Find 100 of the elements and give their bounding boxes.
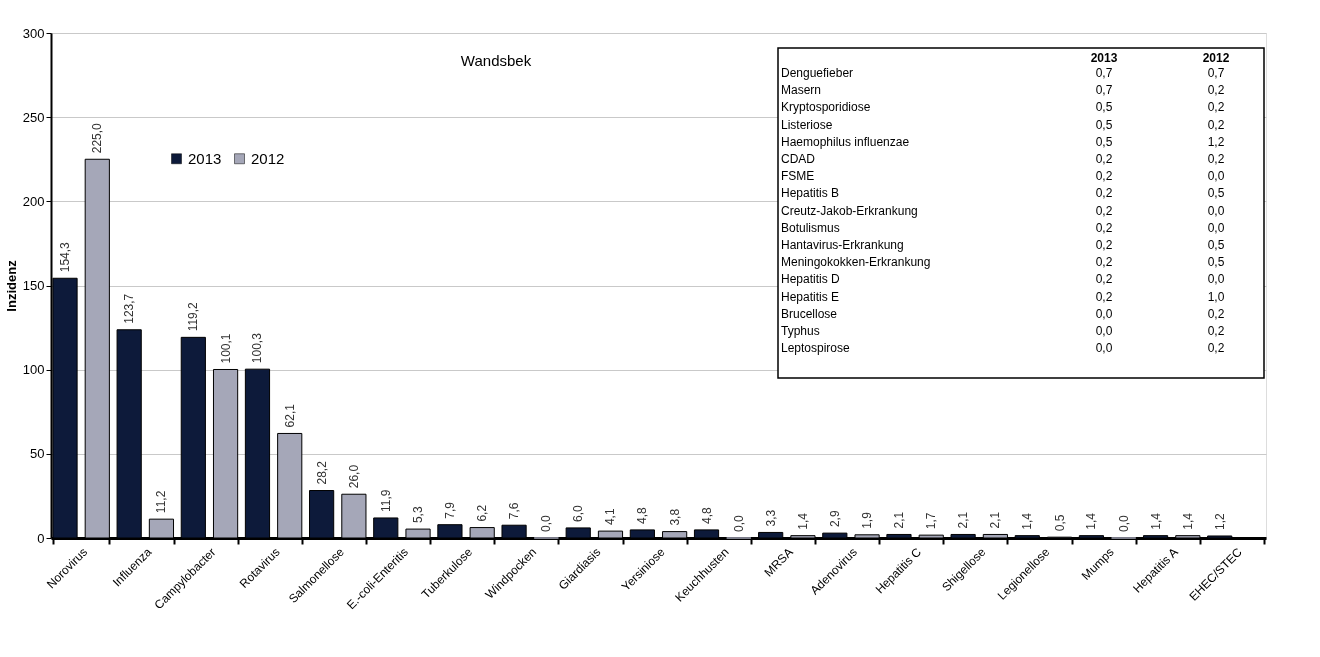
category-label: Creutz-Jakob-Erkrankung <box>781 203 918 218</box>
data-label: 2,1 <box>988 511 1003 529</box>
category-label: Leptospirose <box>781 341 851 356</box>
data-label: 0,2 <box>1207 100 1225 115</box>
data-label: 0,0 <box>539 514 554 532</box>
category-label: Hepatitis E <box>781 289 840 304</box>
data-label: 0,2 <box>1095 238 1113 252</box>
y-tick-label: 300 <box>22 25 45 41</box>
category-label: CDAD <box>781 152 816 166</box>
y-tick-label: 250 <box>22 109 45 125</box>
data-label: 0,0 <box>1095 306 1113 321</box>
legend-label: 2013 <box>188 149 222 167</box>
data-label: 0,2 <box>1207 341 1225 356</box>
data-label: 100,3 <box>250 332 265 364</box>
category-label: Brucellose <box>781 306 838 321</box>
category-label: Meningokokken-Erkrankung <box>781 255 931 270</box>
data-label: 4,8 <box>635 506 650 524</box>
data-label: 0,0 <box>1095 324 1113 338</box>
category-label: Hantavirus-Erkrankung <box>781 238 904 252</box>
category-label: Masern <box>781 83 822 98</box>
legend-label: 2012 <box>251 149 285 167</box>
category-label: FSME <box>781 169 815 184</box>
category-label: Kryptosporidiose <box>781 100 871 115</box>
data-label: 7,6 <box>507 502 522 520</box>
data-label: 0,5 <box>1095 100 1113 115</box>
data-label: 0,2 <box>1095 255 1113 270</box>
data-label: 0,5 <box>1207 238 1225 252</box>
y-tick-label: 100 <box>22 362 45 378</box>
text: 2012 <box>1202 51 1230 65</box>
data-label: 4,1 <box>603 508 618 526</box>
data-label: 6,2 <box>475 504 490 522</box>
data-label: 1,4 <box>1148 512 1163 530</box>
data-label: 100,1 <box>218 333 233 364</box>
data-label: 0,5 <box>1207 186 1225 201</box>
data-label: 2,9 <box>827 510 842 528</box>
data-label: 1,2 <box>1212 512 1227 530</box>
data-label: 0,5 <box>1095 134 1113 149</box>
data-label: 119,2 <box>186 301 201 332</box>
category-label: Botulismus <box>781 220 840 235</box>
data-label: 0,5 <box>1052 514 1067 532</box>
category-label: Typhus <box>781 324 820 338</box>
data-label: 0,2 <box>1095 289 1113 304</box>
data-label: 0,0 <box>1207 272 1225 287</box>
data-label: 0,2 <box>1207 83 1225 98</box>
data-label: 1,2 <box>1207 134 1225 149</box>
y-tick-label: 150 <box>22 278 45 293</box>
data-label: 0,0 <box>1207 203 1225 218</box>
data-label: 0,5 <box>1095 117 1113 132</box>
data-label: 0,2 <box>1095 152 1113 166</box>
data-label: 26,0 <box>346 464 361 489</box>
data-label: 0,7 <box>1207 66 1225 80</box>
data-label: 6,0 <box>571 504 586 522</box>
data-label: 0,2 <box>1207 324 1225 338</box>
data-label: 0,2 <box>1207 306 1225 321</box>
y-tick-label: 200 <box>22 193 45 209</box>
data-label: 1,9 <box>860 511 875 529</box>
data-label: 5,3 <box>411 506 426 524</box>
series-label: 2013 <box>1090 51 1118 65</box>
category-label: Listeriose <box>781 117 833 132</box>
data-label: 0,0 <box>1207 169 1225 184</box>
data-label: 11,9 <box>378 489 393 512</box>
data-label: 0,2 <box>1095 272 1113 287</box>
data-label: 0,7 <box>1095 66 1113 80</box>
data-label: 0,0 <box>731 514 746 532</box>
data-label: 0,7 <box>1095 83 1113 98</box>
data-label: 28,2 <box>314 460 329 485</box>
data-label: 62,1 <box>282 403 297 428</box>
category-label: Hepatitis D <box>781 272 841 287</box>
y-axis-title: Inzidenz <box>3 259 19 312</box>
data-label: 1,0 <box>1207 289 1225 304</box>
data-label: 225,0 <box>90 122 105 154</box>
data-label: 0,5 <box>1207 255 1225 270</box>
data-label: 0,0 <box>1207 220 1225 235</box>
category-label: Denguefieber <box>781 66 854 80</box>
data-label: 2,1 <box>891 511 906 529</box>
category-label: Hepatitis B <box>781 186 840 201</box>
data-label: 3,3 <box>763 509 778 527</box>
category-label: Haemophilus influenzae <box>781 134 910 149</box>
data-label: 0,2 <box>1095 203 1113 218</box>
data-label: 3,8 <box>667 508 682 526</box>
data-label: 0,2 <box>1095 220 1113 235</box>
data-label: 1,4 <box>795 512 810 530</box>
data-label: 7,9 <box>442 501 457 519</box>
data-label: 1,4 <box>1180 512 1195 530</box>
y-tick-label: 50 <box>30 446 45 462</box>
data-label: 0,2 <box>1207 117 1225 132</box>
data-label: 0,0 <box>1095 341 1113 356</box>
data-label: 154,3 <box>58 241 73 273</box>
y-tick-label: 0 <box>37 530 45 546</box>
data-label: 4,8 <box>699 506 714 524</box>
data-label: 0,0 <box>1116 514 1131 532</box>
data-label: 1,7 <box>924 512 939 530</box>
data-label: 0,2 <box>1207 152 1225 166</box>
data-label: 11,2 <box>154 490 169 514</box>
data-label: 0,2 <box>1095 169 1113 184</box>
data-label: 123,7 <box>122 293 137 324</box>
data-label: 1,4 <box>1084 512 1099 530</box>
text: Wandsbek <box>460 52 532 69</box>
data-label: 2,1 <box>956 511 971 529</box>
data-label: 0,2 <box>1095 186 1113 201</box>
